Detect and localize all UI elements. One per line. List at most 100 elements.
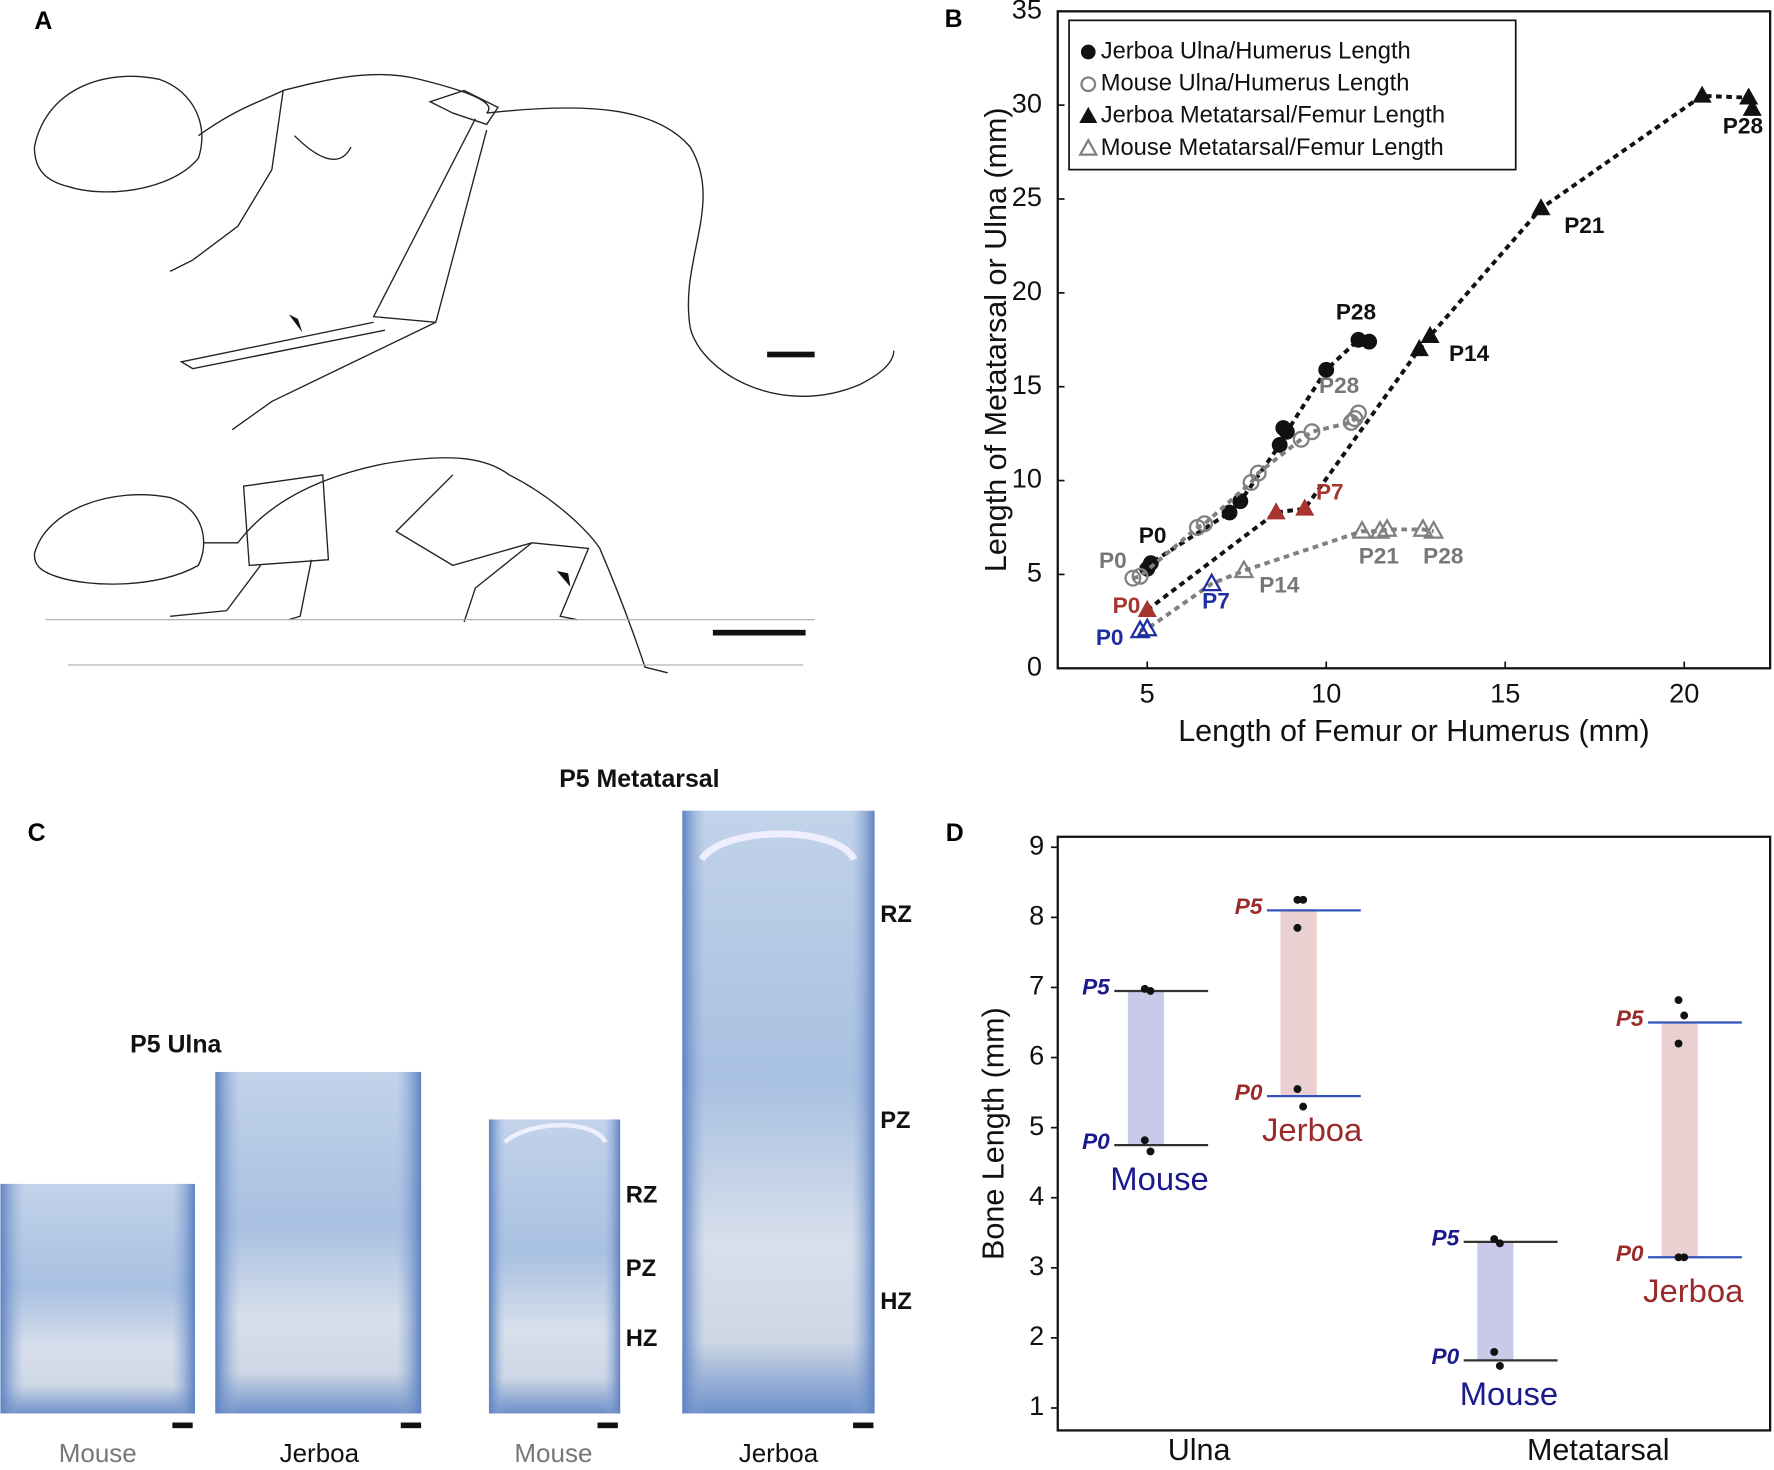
triangle-marker [1137, 599, 1157, 617]
panel-label: C [28, 819, 46, 847]
circle-marker [1271, 436, 1288, 453]
data-point [1680, 1011, 1689, 1020]
annotation: P28 [1723, 114, 1763, 139]
range-end-label: P0 [1432, 1344, 1460, 1369]
data-point [1146, 987, 1155, 995]
range-end-label: P5 [1432, 1226, 1460, 1251]
y-tick-label: 0 [1027, 650, 1042, 681]
triangle-marker [1420, 325, 1440, 343]
data-point [1674, 1253, 1683, 1262]
circle-marker [1080, 76, 1097, 93]
circle-marker [1080, 44, 1096, 60]
image-shade [215, 1071, 422, 1414]
image-shade [682, 810, 875, 1414]
data-point [1495, 1361, 1504, 1370]
range-bar [1661, 1022, 1698, 1258]
species-label: Mouse [514, 1438, 592, 1468]
y-tick-label: 9 [1029, 829, 1044, 860]
triangle-marker [1266, 502, 1286, 520]
annotation: P28 [1319, 373, 1359, 398]
data-point [1293, 895, 1302, 904]
legend-label: Mouse Ulna/Humerus Length [1101, 71, 1410, 97]
circle-marker [1196, 515, 1213, 533]
x-tick-label: Metatarsal [1527, 1433, 1669, 1467]
circle-marker [1131, 567, 1149, 585]
range-end-label: P0 [1082, 1129, 1110, 1154]
legend-label: Jerboa Ulna/Humerus Length [1101, 38, 1411, 64]
data-point [1299, 1102, 1308, 1111]
annotation: P14 [1449, 341, 1490, 366]
image-shade [488, 1119, 621, 1414]
y-tick-label: 30 [1012, 87, 1042, 118]
y-tick-label: 8 [1029, 900, 1044, 931]
legend-label: Mouse Metatarsal/Femur Length [1101, 135, 1444, 161]
range-end-label: P5 [1616, 1006, 1644, 1031]
triangle-marker [1531, 198, 1551, 216]
data-point [1495, 1239, 1504, 1248]
y-tick-label: 10 [1012, 463, 1042, 494]
annotation: P0 [1099, 548, 1127, 573]
legend-label: Jerboa Metatarsal/Femur Length [1101, 103, 1445, 129]
x-tick-label: Ulna [1168, 1433, 1231, 1467]
triangle-marker [1079, 106, 1098, 123]
image-shade [0, 1183, 195, 1414]
circle-marker [1249, 464, 1267, 482]
y-tick-label: 3 [1029, 1250, 1044, 1281]
legend-box [1068, 19, 1517, 171]
y-tick-label: 15 [1012, 369, 1042, 400]
circle-marker [1278, 423, 1295, 440]
panel-title: P5 Ulna [130, 1031, 221, 1059]
y-tick-label: 5 [1029, 1110, 1044, 1141]
annotation: P21 [1359, 544, 1399, 569]
scale-bar [172, 1422, 193, 1429]
y-tick-label: 35 [1012, 0, 1042, 24]
triangle-marker [1351, 519, 1373, 539]
y-axis-label: Bone Length (mm) [977, 1007, 1011, 1260]
data-point [1146, 1147, 1155, 1156]
y-tick-label: 4 [1029, 1180, 1044, 1211]
data-point [1490, 1347, 1499, 1356]
triangle-marker [1136, 617, 1158, 637]
group-label: Mouse [1110, 1160, 1208, 1197]
triangle-marker [1412, 518, 1434, 537]
panel-label: D [946, 819, 964, 847]
zone-label: HZ [880, 1289, 912, 1315]
panel-label: A [34, 7, 52, 35]
panel-title: P5 Metatarsal [559, 765, 719, 793]
annotation: P0 [1113, 593, 1141, 618]
range-bar [1477, 1241, 1514, 1361]
triangle-marker [1376, 518, 1398, 537]
range-end-label: P0 [1235, 1080, 1263, 1105]
y-tick-label: 6 [1029, 1040, 1044, 1071]
species-label: Mouse [59, 1438, 137, 1468]
y-tick-label: 5 [1027, 557, 1042, 588]
group-label: Jerboa [1262, 1111, 1363, 1148]
triangle-marker [1201, 572, 1223, 592]
data-point [1680, 1253, 1689, 1262]
trend-line [1132, 411, 1361, 581]
y-tick-label: 25 [1012, 181, 1042, 212]
x-tick-label: 15 [1490, 678, 1520, 709]
annotation: P21 [1564, 213, 1604, 238]
species-label: Jerboa [739, 1438, 819, 1468]
zone-label: HZ [626, 1326, 658, 1352]
arrowhead [556, 571, 571, 587]
panel-label: B [945, 5, 963, 33]
y-tick-label: 2 [1029, 1320, 1044, 1351]
circle-marker [1318, 361, 1335, 378]
range-end-label: P0 [1616, 1241, 1644, 1266]
y-axis-label: Length of Metatarsal or Ulna (mm) [979, 107, 1013, 572]
scale-bar [400, 1422, 422, 1429]
x-tick-label: 5 [1140, 678, 1155, 709]
histology-images [0, 810, 875, 1429]
scale-bar [767, 351, 815, 358]
zone-label: PZ [880, 1108, 910, 1134]
x-tick-label: 20 [1669, 678, 1699, 709]
data-point [1674, 1039, 1683, 1048]
annotation: P0 [1096, 625, 1124, 650]
data-point [1293, 1085, 1302, 1094]
species-label: Jerboa [280, 1438, 360, 1468]
circle-marker [1232, 493, 1249, 510]
